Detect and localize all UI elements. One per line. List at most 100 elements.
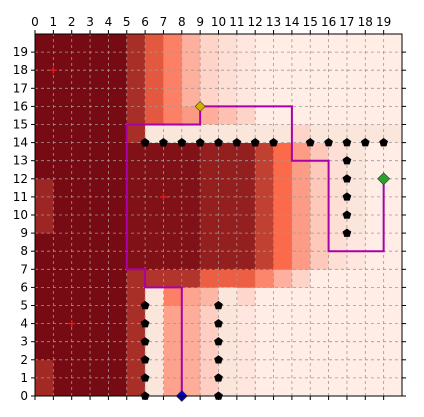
heatmap-cell	[383, 323, 403, 343]
heatmap-cell	[71, 269, 91, 288]
heatmap-cell	[71, 341, 91, 361]
heatmap-cell	[383, 52, 403, 71]
heatmap-cell	[365, 377, 385, 397]
x-tick-label: 1	[50, 15, 58, 29]
heatmap-cell	[126, 233, 146, 252]
wall-marker	[214, 138, 223, 147]
heatmap-cell	[365, 160, 385, 180]
heatmap-cell	[181, 377, 201, 397]
heatmap-cell	[346, 88, 366, 107]
heatmap-cell	[310, 233, 329, 252]
heatmap-cell	[108, 34, 128, 53]
heatmap-cell	[163, 88, 183, 107]
heatmap-cell	[365, 34, 385, 53]
heatmap-cell	[310, 251, 329, 270]
heatmap-cell	[218, 269, 238, 288]
heatmap-cell	[53, 160, 73, 180]
heatmap-cell	[255, 215, 274, 234]
heatmap-cell	[181, 233, 201, 252]
heatmap-cell	[273, 287, 293, 306]
x-tick-label: 16	[321, 15, 336, 29]
wall-cell	[145, 359, 164, 379]
heatmap-cell	[273, 233, 293, 252]
heatmap-cell	[163, 287, 183, 306]
heatmap-cell	[53, 269, 73, 288]
heatmap-cell	[328, 88, 348, 107]
heatmap-cell	[365, 269, 385, 288]
heatmap-cell	[108, 178, 128, 198]
heatmap-cell	[310, 287, 329, 306]
heatmap-cell	[53, 52, 73, 71]
wall-cell	[346, 124, 366, 143]
y-tick-label: 7	[20, 262, 28, 276]
heatmap-cell	[255, 233, 274, 252]
heatmap-cell	[90, 196, 109, 216]
x-tick-label: 7	[160, 15, 168, 29]
heatmap-cell	[90, 323, 109, 343]
heatmap-cell	[181, 142, 201, 162]
wall-marker	[140, 138, 150, 147]
wall-marker	[214, 319, 223, 328]
heatmap-cell	[200, 251, 219, 270]
wall-marker	[305, 138, 315, 147]
heatmap-cell	[53, 196, 73, 216]
heatmap-cell	[383, 88, 403, 107]
y-tick-label: 17	[13, 81, 28, 95]
heatmap-cell	[71, 52, 91, 71]
heatmap-cell	[273, 377, 293, 397]
heatmap-cell	[328, 160, 348, 180]
heatmap-cell	[383, 70, 403, 89]
heatmap-cell	[200, 215, 219, 234]
heatmap-cell	[346, 106, 366, 125]
heatmap-cell	[90, 305, 109, 324]
heatmap-cell	[236, 52, 256, 71]
heatmap-cell	[90, 287, 109, 306]
heatmap-cell	[71, 305, 91, 324]
heatmap-cell	[200, 70, 219, 89]
heatmap-cell	[53, 287, 73, 306]
heatmap-cell	[310, 359, 329, 379]
heatmap-cell	[200, 377, 219, 397]
heatmap-cell	[273, 196, 293, 216]
heatmap-cell	[273, 142, 293, 162]
x-tick-label: 10	[211, 15, 226, 29]
heatmap-cell	[310, 52, 329, 71]
heatmap-cell	[90, 215, 109, 234]
y-tick-label: 15	[13, 118, 28, 132]
heatmap-cell	[71, 215, 91, 234]
heatmap-cell	[71, 323, 91, 343]
wall-cell	[145, 341, 164, 361]
heatmap-cell	[163, 251, 183, 270]
heatmap-cell	[255, 196, 274, 216]
heatmap-cell	[255, 251, 274, 270]
wall-cell	[273, 124, 293, 143]
heatmap-cell	[365, 251, 385, 270]
heatmap-cell	[35, 359, 54, 379]
heatmap-cell	[126, 106, 146, 125]
wall-marker	[214, 300, 223, 310]
heatmap-cell	[200, 287, 219, 306]
y-tick-label: 2	[20, 353, 28, 367]
heatmap-cell	[383, 142, 403, 162]
heatmap-cell	[53, 142, 73, 162]
heatmap-cell	[35, 70, 54, 89]
heatmap-cell	[163, 160, 183, 180]
heatmap-cell	[236, 323, 256, 343]
y-tick-label: 0	[20, 389, 28, 403]
heatmap-cell	[365, 196, 385, 216]
heatmap-cell	[328, 359, 348, 379]
heatmap-cell	[181, 106, 201, 125]
heatmap-cell	[108, 215, 128, 234]
heatmap-cell	[328, 178, 348, 198]
heatmap-cell	[365, 305, 385, 324]
heatmap-cell	[90, 160, 109, 180]
heatmap-cell	[328, 215, 348, 234]
heatmap-cell	[71, 196, 91, 216]
wall-cell	[383, 124, 403, 143]
wall-marker	[214, 373, 223, 382]
heatmap-cell	[126, 88, 146, 107]
heatmap-cell	[255, 377, 274, 397]
heatmap-cell	[163, 178, 183, 198]
x-tick-label: 18	[358, 15, 373, 29]
heatmap-cell	[383, 196, 403, 216]
